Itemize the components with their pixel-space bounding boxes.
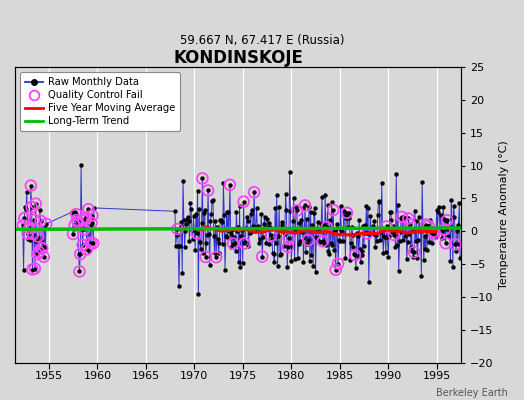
Point bbox=[30, 217, 38, 223]
Point bbox=[36, 218, 45, 224]
Point bbox=[84, 206, 93, 212]
Point bbox=[363, 230, 372, 236]
Point bbox=[451, 241, 460, 248]
Point bbox=[334, 260, 342, 267]
Point bbox=[40, 254, 48, 260]
Point bbox=[173, 226, 181, 232]
Point bbox=[82, 214, 90, 221]
Point bbox=[34, 233, 42, 240]
Point bbox=[70, 222, 79, 228]
Point bbox=[88, 212, 96, 219]
Text: Berkeley Earth: Berkeley Earth bbox=[436, 388, 508, 398]
Point bbox=[33, 251, 41, 258]
Point bbox=[27, 182, 35, 189]
Point bbox=[441, 226, 449, 233]
Point bbox=[383, 223, 391, 230]
Point bbox=[76, 251, 84, 257]
Point bbox=[351, 252, 359, 258]
Point bbox=[329, 207, 337, 213]
Point bbox=[72, 211, 80, 217]
Point bbox=[424, 222, 433, 229]
Point bbox=[18, 222, 27, 229]
Point bbox=[25, 225, 34, 231]
Point bbox=[204, 187, 212, 194]
Point bbox=[258, 254, 266, 260]
Point bbox=[343, 210, 351, 216]
Point bbox=[24, 230, 32, 237]
Point bbox=[284, 244, 292, 250]
Point bbox=[79, 242, 87, 248]
Point bbox=[229, 240, 237, 247]
Point bbox=[83, 246, 91, 252]
Point bbox=[20, 215, 29, 221]
Point bbox=[28, 266, 37, 273]
Point bbox=[430, 231, 439, 238]
Point bbox=[323, 224, 331, 230]
Point bbox=[69, 231, 77, 237]
Point bbox=[74, 219, 82, 225]
Point bbox=[198, 175, 206, 182]
Point bbox=[301, 202, 309, 209]
Point bbox=[239, 198, 248, 205]
Point bbox=[80, 226, 89, 232]
Point bbox=[31, 265, 39, 272]
Point bbox=[38, 245, 46, 252]
Point bbox=[293, 207, 301, 214]
Point bbox=[201, 254, 210, 260]
Point bbox=[35, 249, 43, 255]
Point bbox=[443, 217, 451, 224]
Point bbox=[192, 230, 201, 237]
Y-axis label: Temperature Anomaly (°C): Temperature Anomaly (°C) bbox=[499, 140, 509, 289]
Point bbox=[29, 231, 37, 237]
Legend: Raw Monthly Data, Quality Control Fail, Five Year Moving Average, Long-Term Tren: Raw Monthly Data, Quality Control Fail, … bbox=[20, 72, 180, 131]
Point bbox=[441, 240, 450, 246]
Text: 59.667 N, 67.417 E (Russia): 59.667 N, 67.417 E (Russia) bbox=[180, 34, 344, 47]
Point bbox=[267, 232, 275, 239]
Point bbox=[404, 215, 412, 222]
Point bbox=[31, 200, 40, 207]
Point bbox=[75, 268, 84, 274]
Point bbox=[86, 240, 95, 246]
Point bbox=[89, 240, 97, 246]
Point bbox=[250, 189, 258, 196]
Point bbox=[332, 266, 340, 273]
Point bbox=[390, 232, 398, 238]
Point bbox=[42, 221, 50, 227]
Point bbox=[398, 214, 406, 220]
Point bbox=[212, 254, 220, 260]
Point bbox=[73, 217, 81, 223]
Point bbox=[422, 222, 430, 228]
Point bbox=[410, 249, 418, 255]
Point bbox=[429, 229, 438, 235]
Point bbox=[226, 182, 234, 188]
Point bbox=[27, 204, 36, 210]
Point bbox=[304, 237, 312, 243]
Point bbox=[79, 217, 88, 224]
Point bbox=[285, 235, 293, 242]
Point bbox=[319, 238, 327, 244]
Point bbox=[406, 221, 414, 228]
Point bbox=[240, 240, 248, 247]
Title: KONDINSKOJE: KONDINSKOJE bbox=[173, 49, 303, 67]
Point bbox=[88, 220, 96, 226]
